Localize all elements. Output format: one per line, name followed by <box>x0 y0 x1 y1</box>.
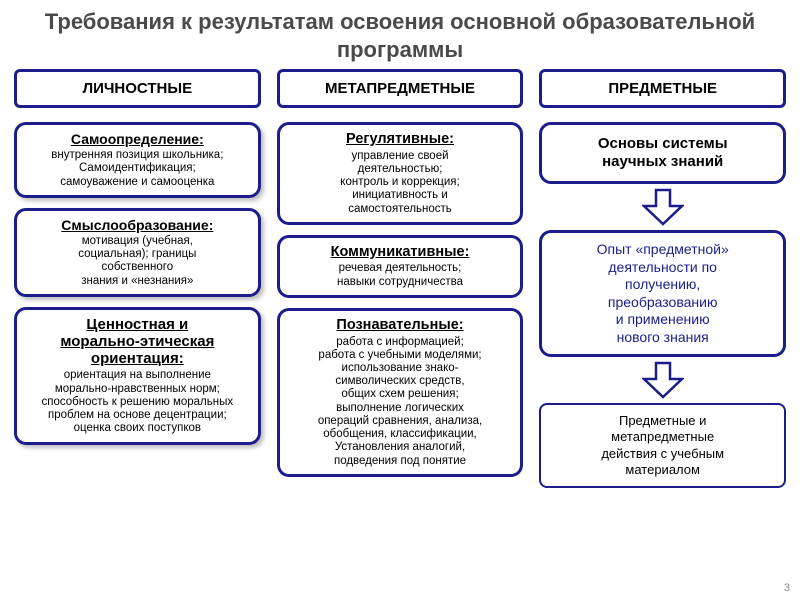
box-body: внутренняя позиция школьника;Самоидентиф… <box>23 149 252 189</box>
box-value-orientation: Ценностная иморально-этическаяориентация… <box>14 307 261 445</box>
header-personal: ЛИЧНОСТНЫЕ <box>14 69 261 108</box>
page-number: 3 <box>784 582 790 594</box>
box-body: управление своейдеятельностью;контроль и… <box>286 150 515 216</box>
box-body: работа с информацией;работа с учебными м… <box>286 336 515 468</box>
col-personal: ЛИЧНОСТНЫЕ Самоопределение: внутренняя п… <box>14 69 261 488</box>
box-knowledge-basis: Основы системынаучных знаний <box>539 122 786 184</box>
box-subject-experience: Опыт «предметной»деятельности пополучени… <box>539 230 786 357</box>
arrow-down-1 <box>539 188 786 226</box>
box-regulatory: Регулятивные: управление своейдеятельнос… <box>277 122 524 225</box>
header-subject: ПРЕДМЕТНЫЕ <box>539 69 786 108</box>
header-meta: МЕТАПРЕДМЕТНЫЕ <box>277 69 524 108</box>
columns-container: ЛИЧНОСТНЫЕ Самоопределение: внутренняя п… <box>0 69 800 488</box>
box-meaning-formation: Смыслообразование: мотивация (учебная,со… <box>14 208 261 297</box>
box-title: Ценностная иморально-этическаяориентация… <box>23 316 252 368</box>
box-title: Смыслообразование: <box>23 217 252 233</box>
box-subject-actions: Предметные иметапредметныедействия с уче… <box>539 403 786 488</box>
col-meta: МЕТАПРЕДМЕТНЫЕ Регулятивные: управление … <box>277 69 524 488</box>
col-subject: ПРЕДМЕТНЫЕ Основы системынаучных знаний … <box>539 69 786 488</box>
box-body: ориентация на выполнениеморально-нравств… <box>23 369 252 435</box>
box-title: Коммуникативные: <box>286 244 515 261</box>
box-cognitive: Познавательные: работа с информацией;раб… <box>277 308 524 477</box>
box-title: Познавательные: <box>286 317 515 334</box>
box-title: Самоопределение: <box>23 131 252 147</box>
box-body: мотивация (учебная,социальная); границыс… <box>23 235 252 288</box>
box-title: Регулятивные: <box>286 131 515 148</box>
box-body: речевая деятельность;навыки сотрудничест… <box>286 262 515 288</box>
arrow-down-2 <box>539 361 786 399</box>
slide-title: Требования к результатам освоения основн… <box>0 0 800 69</box>
box-self-determination: Самоопределение: внутренняя позиция школ… <box>14 122 261 198</box>
box-communicative: Коммуникативные: речевая деятельность;на… <box>277 235 524 298</box>
